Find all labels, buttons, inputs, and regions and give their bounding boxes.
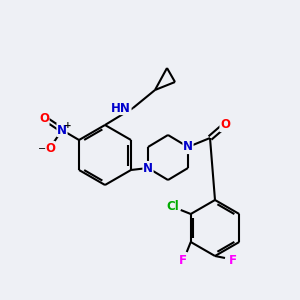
Text: N: N [57, 124, 67, 136]
Text: +: + [64, 121, 72, 130]
Text: −: − [38, 144, 46, 154]
Text: O: O [45, 142, 55, 154]
Text: O: O [39, 112, 49, 124]
Text: F: F [229, 254, 237, 268]
Text: HN: HN [111, 101, 131, 115]
Text: N: N [183, 140, 193, 154]
Text: Cl: Cl [167, 200, 179, 212]
Text: N: N [143, 161, 153, 175]
Text: O: O [220, 118, 230, 131]
Text: F: F [179, 254, 187, 266]
